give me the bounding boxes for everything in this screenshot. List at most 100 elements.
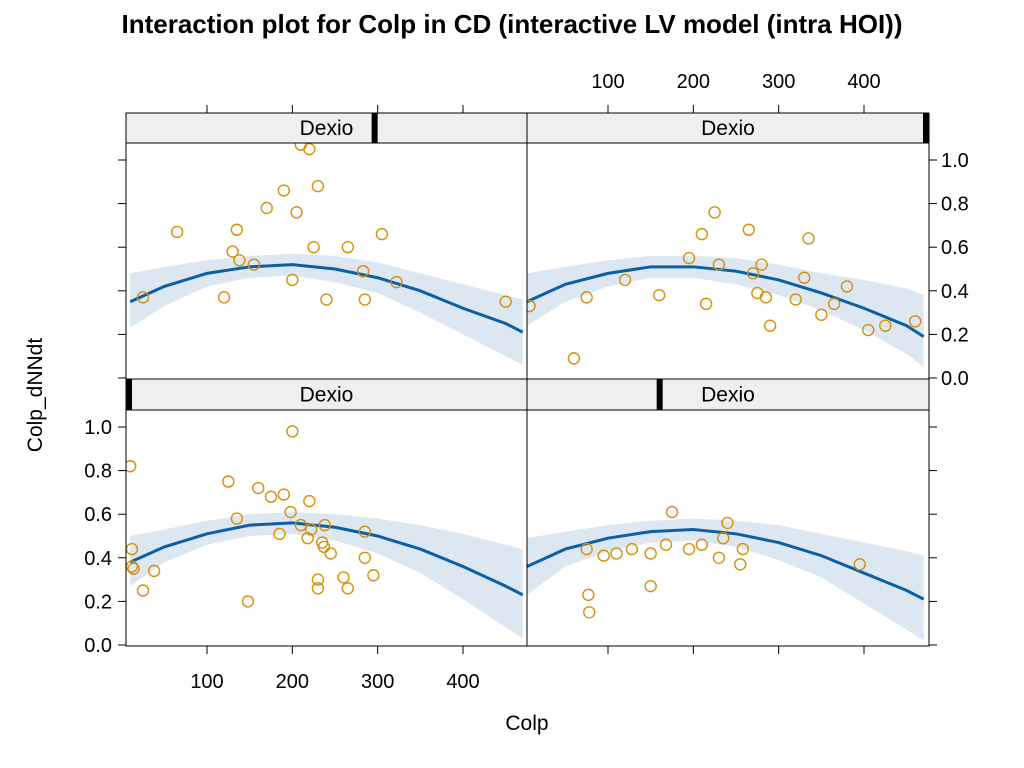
panel-plot-area bbox=[527, 206, 925, 368]
data-point bbox=[136, 584, 150, 597]
data-point bbox=[284, 505, 297, 519]
data-point bbox=[840, 280, 854, 293]
strip-label: Dexio bbox=[701, 384, 755, 407]
data-point bbox=[695, 538, 709, 551]
data-point bbox=[304, 523, 318, 536]
confidence-band bbox=[130, 253, 523, 365]
data-point bbox=[789, 293, 802, 306]
data-point bbox=[127, 562, 140, 575]
panels-layer: Dexio Dexio Dexio Dexio 100 100 200 200 300 300 40… bbox=[84, 71, 969, 693]
data-point bbox=[659, 538, 673, 551]
data-point bbox=[230, 223, 244, 236]
data-point bbox=[260, 201, 273, 215]
data-point bbox=[136, 291, 150, 304]
data-point bbox=[390, 275, 403, 289]
data-point bbox=[909, 315, 922, 328]
panel-frame bbox=[526, 409, 930, 647]
data-point bbox=[311, 573, 325, 586]
data-point bbox=[303, 143, 316, 156]
panel-plot-area bbox=[527, 505, 925, 641]
data-point bbox=[879, 319, 892, 332]
data-point bbox=[699, 297, 713, 311]
data-point bbox=[170, 225, 184, 239]
data-point bbox=[303, 494, 316, 508]
fit-line bbox=[129, 521, 524, 597]
confidence-band bbox=[527, 518, 924, 641]
y-tick-label: 0.4 bbox=[84, 548, 112, 570]
data-point bbox=[798, 271, 811, 284]
data-point bbox=[294, 518, 308, 532]
y-tick-label: 0.4 bbox=[941, 281, 969, 303]
x-tick-label: 200 bbox=[677, 71, 710, 93]
data-point bbox=[802, 232, 815, 245]
strip-background bbox=[125, 378, 528, 411]
data-point bbox=[252, 481, 265, 495]
data-point bbox=[597, 549, 610, 562]
data-point bbox=[708, 206, 721, 219]
strip-label: Dexio bbox=[701, 117, 755, 140]
y-tick-label: 0.6 bbox=[84, 504, 112, 526]
panel-top-right: Dexio bbox=[526, 112, 930, 380]
data-point bbox=[580, 542, 593, 556]
strip-level-marker bbox=[126, 379, 132, 410]
data-point bbox=[499, 295, 512, 308]
data-point bbox=[746, 267, 760, 280]
data-point bbox=[320, 293, 333, 306]
data-point bbox=[717, 531, 730, 545]
data-point bbox=[582, 588, 595, 602]
data-point bbox=[682, 251, 696, 265]
x-tick-label: 300 bbox=[361, 671, 394, 693]
y-tick-label: 0.2 bbox=[941, 324, 969, 346]
y-tick-label: 0.2 bbox=[84, 591, 112, 613]
data-point bbox=[247, 258, 261, 271]
data-point bbox=[217, 291, 231, 304]
data-point bbox=[712, 551, 726, 564]
data-point bbox=[721, 516, 734, 530]
data-point bbox=[358, 551, 372, 564]
data-point bbox=[742, 223, 755, 236]
data-point bbox=[358, 525, 372, 538]
data-point bbox=[367, 569, 380, 582]
panel-bottom-left: Dexio bbox=[125, 378, 528, 647]
strip-label: Dexio bbox=[300, 384, 354, 407]
data-point bbox=[815, 308, 828, 321]
y-tick-label: 0.6 bbox=[941, 237, 969, 259]
fit-line bbox=[129, 263, 524, 334]
data-point bbox=[567, 352, 581, 365]
x-tick-label: 300 bbox=[762, 71, 795, 93]
data-point bbox=[665, 505, 679, 519]
data-point bbox=[375, 227, 389, 241]
data-point bbox=[147, 564, 161, 578]
data-point bbox=[222, 475, 235, 488]
data-point bbox=[583, 606, 596, 619]
strip-level-marker bbox=[371, 113, 378, 143]
chart-title: Interaction plot for Colp in CD (interac… bbox=[122, 9, 903, 39]
data-point bbox=[618, 273, 632, 287]
data-point bbox=[695, 227, 709, 241]
data-point bbox=[527, 299, 536, 313]
data-point bbox=[311, 179, 325, 193]
x-tick-label: 100 bbox=[190, 671, 223, 693]
strip-background bbox=[125, 112, 528, 144]
panel-bottom-right: Dexio bbox=[526, 378, 930, 647]
data-point bbox=[644, 547, 657, 560]
data-point bbox=[755, 258, 768, 271]
data-point bbox=[356, 264, 370, 278]
data-point bbox=[862, 323, 875, 337]
data-point bbox=[290, 206, 303, 219]
y-tick-label: 0.8 bbox=[941, 194, 969, 216]
data-point bbox=[264, 490, 278, 503]
data-point bbox=[853, 558, 866, 571]
data-point bbox=[226, 245, 239, 258]
data-point bbox=[759, 291, 773, 304]
y-tick-label: 1.0 bbox=[84, 417, 112, 439]
data-point bbox=[277, 184, 290, 197]
y-tick-label: 0.0 bbox=[941, 368, 969, 390]
data-point bbox=[682, 542, 696, 556]
data-point bbox=[341, 240, 354, 254]
x-axis-label: Colp bbox=[505, 712, 548, 735]
data-point bbox=[644, 579, 657, 593]
strip-level-marker bbox=[656, 379, 663, 410]
confidence-band bbox=[527, 255, 924, 368]
x-tick-label: 100 bbox=[591, 71, 624, 93]
